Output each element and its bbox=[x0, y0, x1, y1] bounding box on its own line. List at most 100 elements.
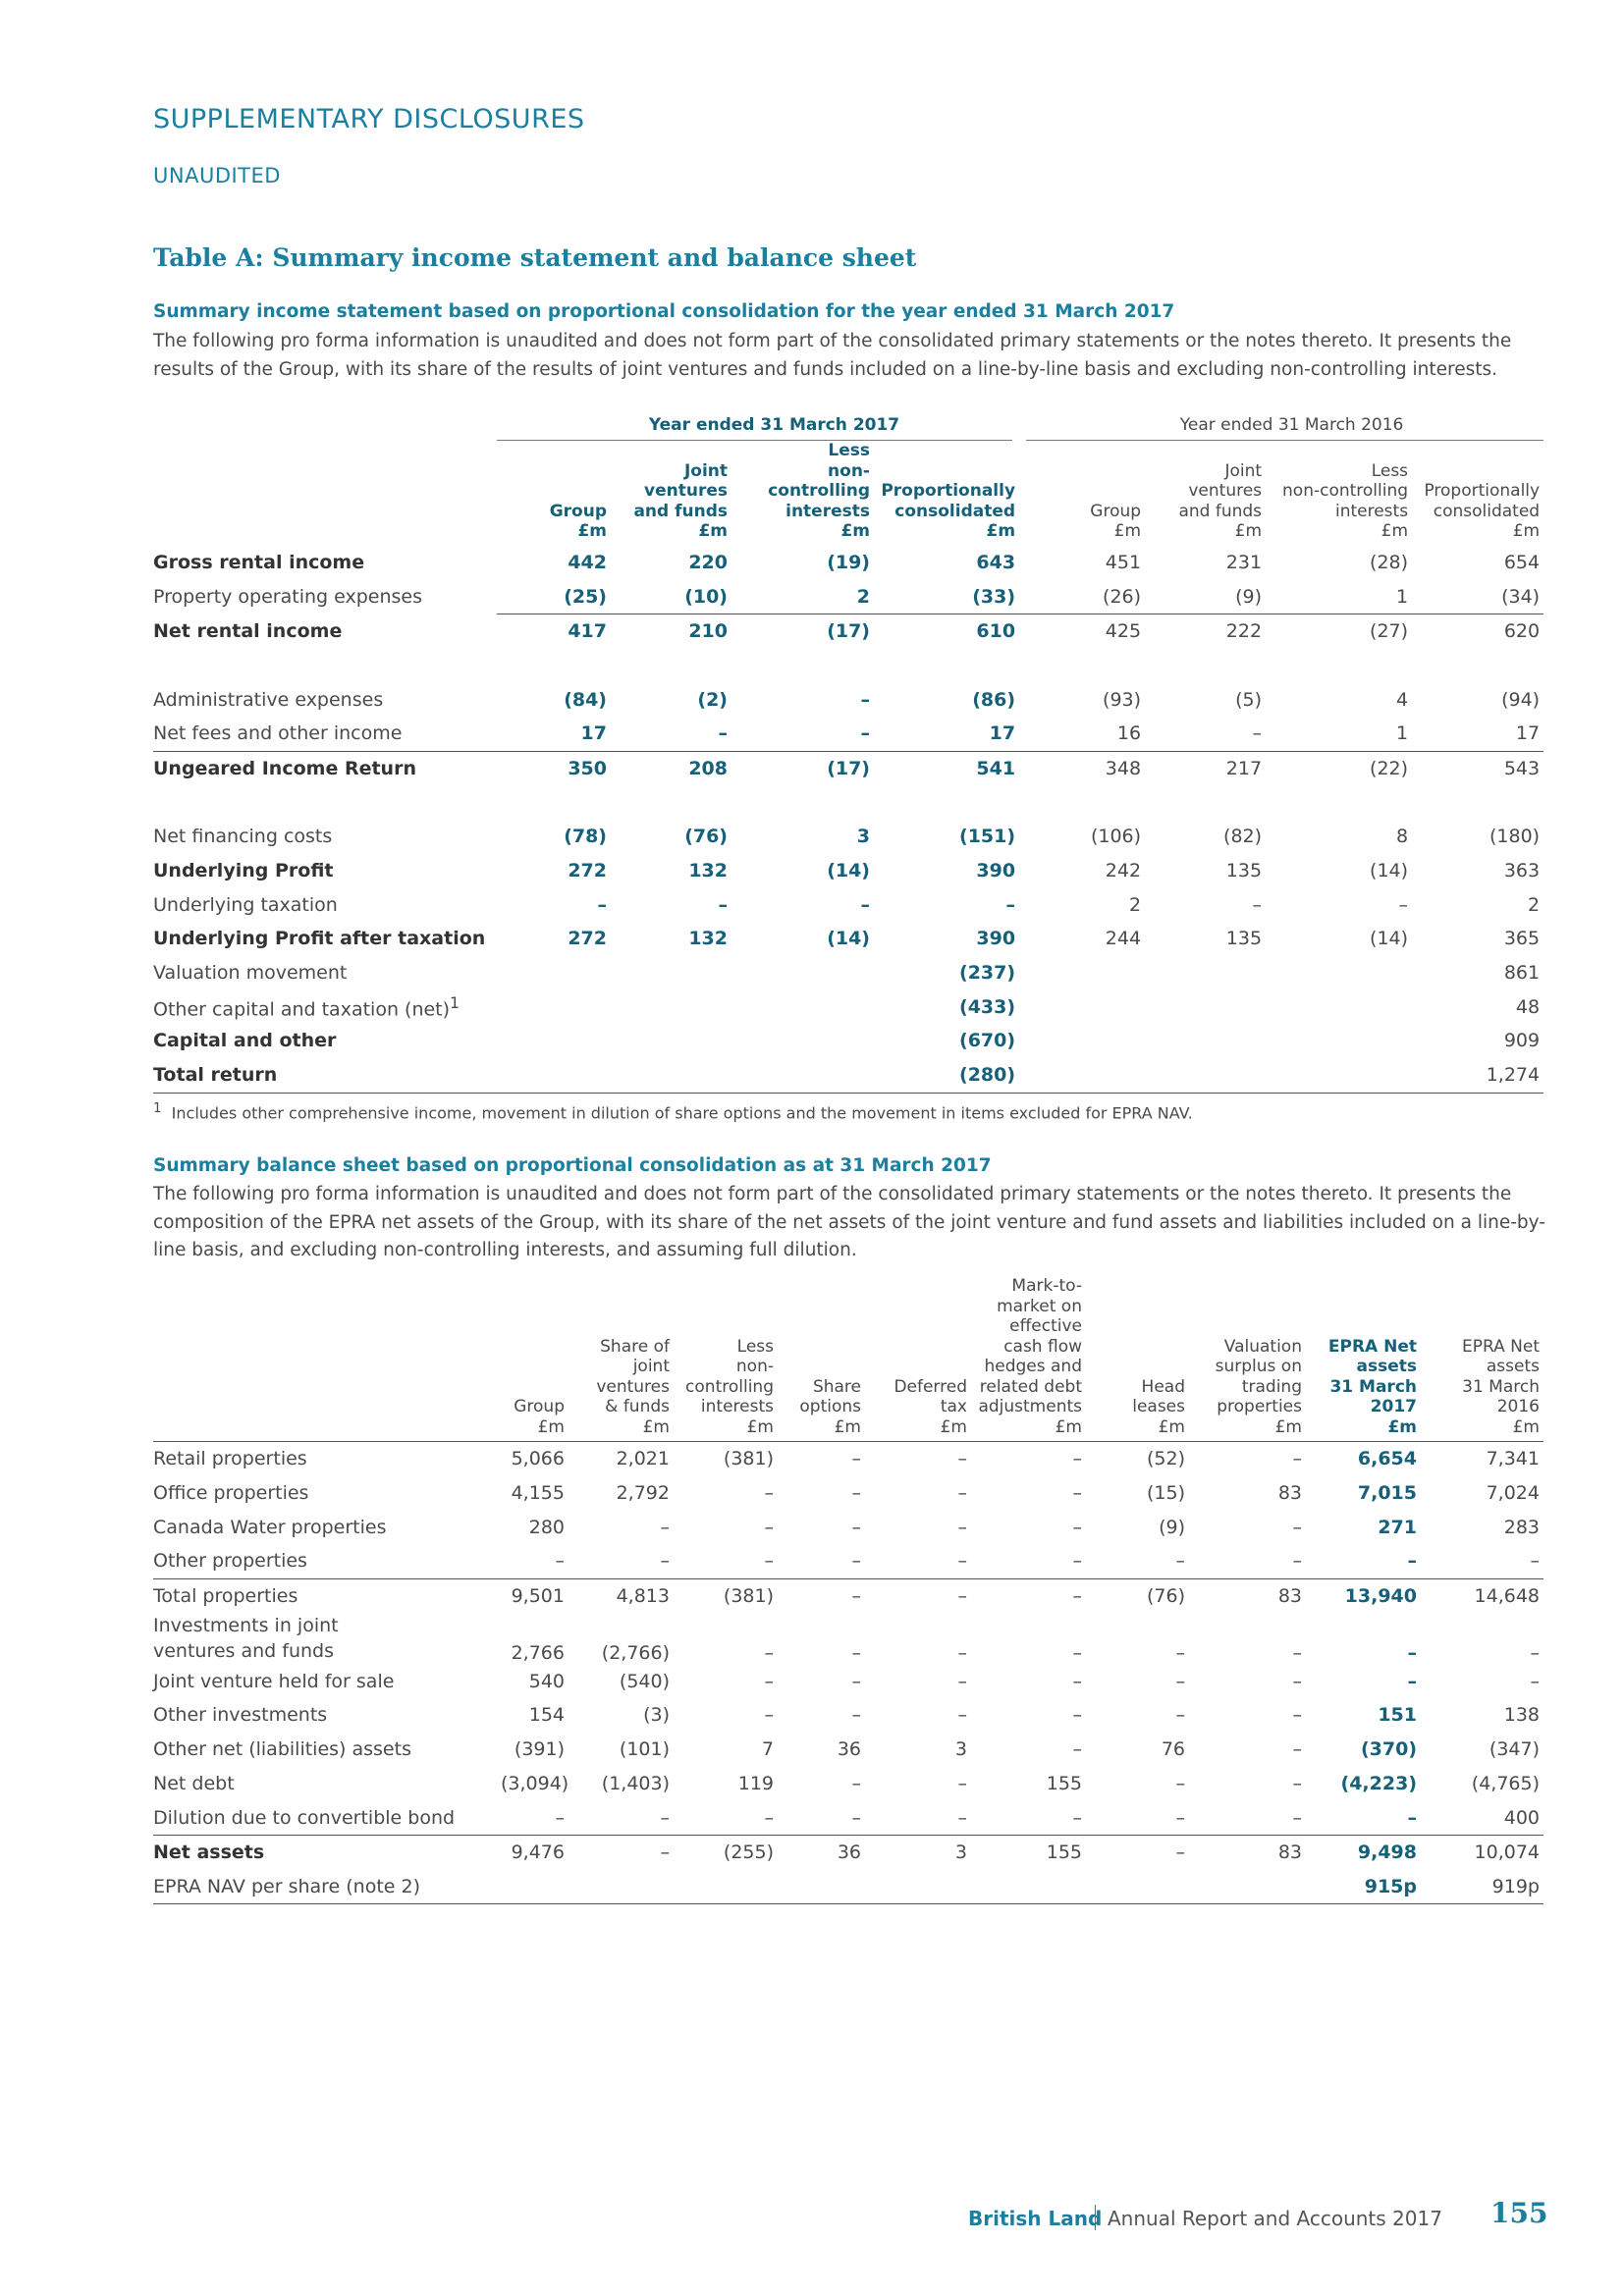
cell: (14) bbox=[827, 860, 870, 882]
cell bbox=[1266, 956, 1412, 990]
row-label: Property operating expenses bbox=[153, 585, 423, 608]
cell: (27) bbox=[1370, 620, 1409, 643]
cell: 348 bbox=[1105, 757, 1142, 779]
cell: 154 bbox=[528, 1704, 565, 1727]
table-row: Retail properties 5,066 2,021 (381) – – – (52) –… bbox=[153, 1442, 1543, 1476]
cell: 425 bbox=[1105, 620, 1142, 643]
table-row: Underlying Profit after taxation 272 132 (1… bbox=[153, 922, 1543, 956]
cell: (76) bbox=[684, 826, 728, 848]
column-header: Group £m bbox=[497, 1276, 568, 1442]
cell: 222 bbox=[1225, 620, 1263, 643]
cell bbox=[731, 1057, 874, 1094]
cell: – bbox=[660, 1842, 671, 1864]
cell bbox=[1145, 956, 1266, 990]
row-label: Underlying Profit bbox=[153, 860, 334, 882]
cell: (82) bbox=[1223, 826, 1263, 848]
cell: – bbox=[1292, 1772, 1303, 1794]
column-header: Deferred tax £m bbox=[865, 1276, 971, 1442]
cell: (280) bbox=[874, 1057, 1020, 1094]
cell: 7,024 bbox=[1486, 1482, 1540, 1505]
cell: 915p bbox=[1306, 1869, 1421, 1905]
cell: (19) bbox=[827, 551, 870, 573]
cell: – bbox=[957, 1448, 968, 1470]
balance-intro: The following pro forma information is u… bbox=[153, 1184, 1545, 1260]
cell: – bbox=[1252, 893, 1263, 916]
table-row: Gross rental income 442 220 (19) 643 451 231 (2… bbox=[153, 546, 1543, 580]
cell: – bbox=[1292, 1738, 1303, 1761]
cell: (370) bbox=[1360, 1738, 1417, 1761]
cell: – bbox=[1292, 1704, 1303, 1727]
table-row: Net rental income 417 210 (17) 610 425 222 (27)… bbox=[153, 614, 1543, 648]
cell: – bbox=[1407, 1642, 1418, 1665]
table-row: Property operating expenses (25) (10) 2 (33)… bbox=[153, 579, 1544, 614]
table-row: Other net (liabilities) assets (391) (101)… bbox=[153, 1733, 1543, 1767]
cell: – bbox=[865, 1800, 971, 1836]
cell: 14,648 bbox=[1474, 1585, 1540, 1608]
cell bbox=[971, 1869, 1086, 1905]
table-row: Net assets 9,476 – (255) 36 3 155 – 83 9,498 10,07… bbox=[153, 1835, 1543, 1869]
spacer-row bbox=[153, 649, 1543, 683]
cell: 17 bbox=[497, 716, 611, 752]
cell: 7,341 bbox=[1486, 1448, 1540, 1470]
cell: 76 bbox=[1161, 1738, 1185, 1761]
cell: 350 bbox=[568, 757, 607, 779]
table-row: Underlying Profit 272 132 (14) 390 242 135 (14)… bbox=[153, 854, 1543, 888]
row-label: Net debt bbox=[153, 1772, 235, 1794]
table-row: Office properties 4,155 2,792 – – – – (15) 83 7,0… bbox=[153, 1476, 1543, 1511]
cell: – bbox=[1530, 1670, 1541, 1692]
cell: (101) bbox=[619, 1738, 670, 1761]
cell: – bbox=[1086, 1544, 1189, 1579]
table-row: Investments in joint ventures and funds 2… bbox=[153, 1613, 1543, 1664]
cell: – bbox=[957, 1516, 968, 1538]
cell: 4 bbox=[1395, 688, 1409, 711]
cell: 2,021 bbox=[616, 1448, 670, 1470]
footer-divider bbox=[1095, 2205, 1096, 2230]
group-header: Year ended 31 March 2017 bbox=[497, 410, 1027, 441]
cell bbox=[1189, 1869, 1306, 1905]
cell: – bbox=[568, 1544, 674, 1579]
cell: – bbox=[957, 1585, 968, 1608]
row-label: Total properties bbox=[153, 1585, 298, 1608]
cell: 210 bbox=[688, 620, 728, 643]
blank-cell bbox=[153, 410, 497, 441]
balance-heading: Summary balance sheet based on proportio… bbox=[153, 1155, 992, 1176]
cell: – bbox=[764, 1482, 775, 1505]
cell: 8 bbox=[1395, 826, 1409, 848]
column-header: Group £m bbox=[1090, 501, 1142, 542]
cell: 17 bbox=[874, 716, 1020, 752]
cell: (4,223) bbox=[1340, 1772, 1417, 1794]
row-label: Capital and other bbox=[153, 1030, 337, 1052]
row-label: Underlying Profit after taxation bbox=[153, 928, 486, 950]
row-label: Net assets bbox=[153, 1842, 265, 1864]
cell: (237) bbox=[959, 962, 1016, 985]
cell bbox=[497, 1057, 611, 1094]
cell bbox=[497, 1869, 568, 1905]
cell bbox=[1019, 1057, 1146, 1094]
cell: (180) bbox=[1489, 826, 1541, 848]
cell: 208 bbox=[688, 757, 728, 779]
table-row: Total properties 9,501 4,813 (381) – – – (76) 83… bbox=[153, 1578, 1543, 1613]
cell: – bbox=[851, 1670, 862, 1692]
cell: (540) bbox=[619, 1670, 670, 1692]
footer-report: Annual Report and Accounts 2017 bbox=[1108, 2207, 1442, 2230]
column-header: Head leases £m bbox=[1086, 1276, 1189, 1442]
cell: (14) bbox=[1370, 860, 1409, 882]
spacer-row bbox=[153, 785, 1543, 820]
row-label: Net rental income bbox=[153, 619, 343, 642]
cell: – bbox=[851, 1704, 862, 1727]
cell: 1,274 bbox=[1412, 1057, 1544, 1094]
row-label: Dilution due to convertible bond bbox=[153, 1800, 497, 1836]
cell: 10,074 bbox=[1474, 1842, 1540, 1864]
cell: 610 bbox=[976, 620, 1016, 643]
table-row: Other capital and taxation (net)1 (433) 48 bbox=[153, 989, 1543, 1024]
row-label: Investments in joint ventures and funds bbox=[153, 1615, 339, 1663]
cell: (10) bbox=[611, 579, 731, 614]
cell: – bbox=[611, 716, 731, 752]
cell: 132 bbox=[688, 928, 728, 950]
cell bbox=[1266, 989, 1412, 1024]
footnote-marker: 1 bbox=[450, 993, 460, 1013]
cell: – bbox=[957, 1772, 968, 1794]
cell: 643 bbox=[976, 551, 1016, 573]
blank-cell bbox=[153, 441, 497, 546]
cell: – bbox=[851, 1772, 862, 1794]
